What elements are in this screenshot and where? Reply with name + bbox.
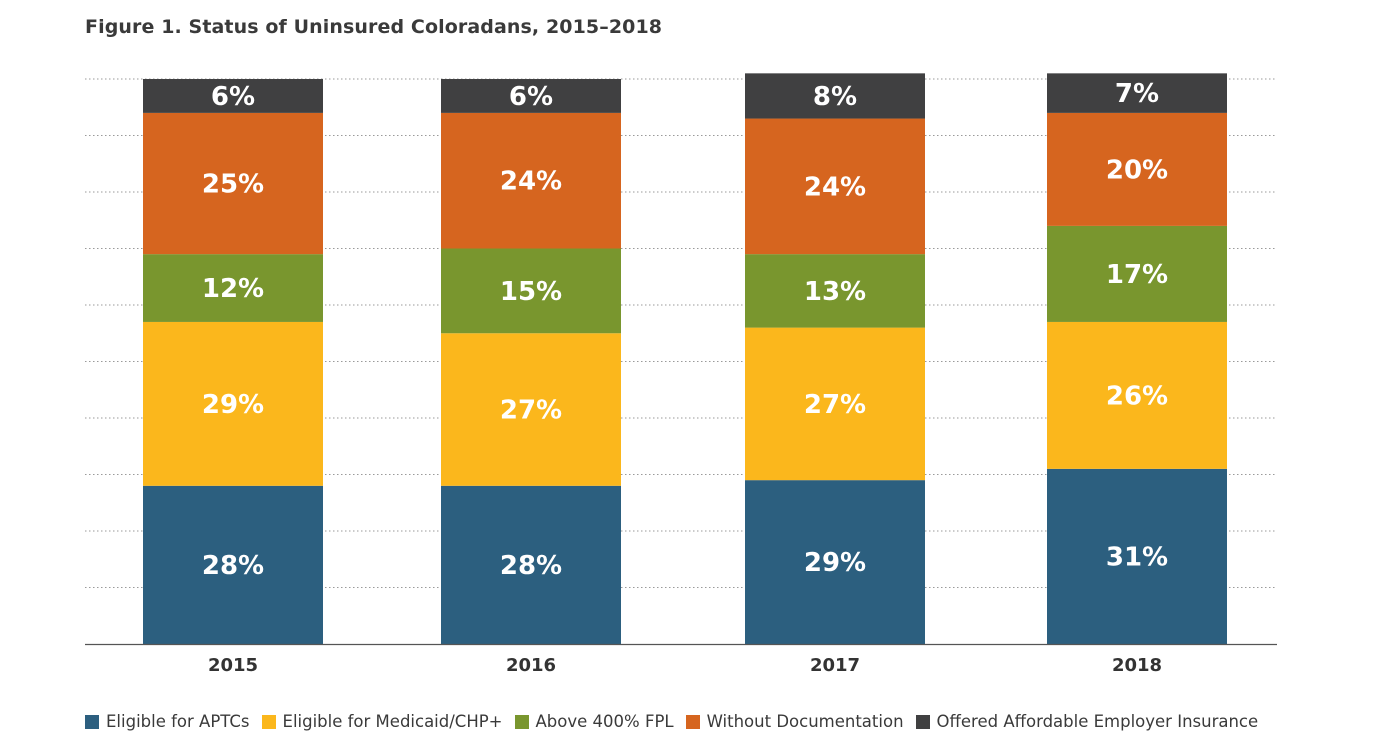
data-label: 29% bbox=[804, 548, 866, 578]
legend-item: Eligible for APTCs bbox=[85, 712, 250, 731]
bar-segment bbox=[745, 254, 925, 328]
legend-item: Above 400% FPL bbox=[514, 712, 674, 731]
data-label: 26% bbox=[1106, 381, 1168, 411]
data-label: 17% bbox=[1106, 260, 1168, 290]
bar-group-2015: 28% 29% 12% 25% 6% bbox=[143, 79, 323, 644]
data-label: 13% bbox=[804, 277, 866, 307]
data-label: 6% bbox=[211, 82, 255, 112]
data-label: 15% bbox=[500, 277, 562, 307]
bar-segment bbox=[1047, 73, 1227, 113]
bar-segment bbox=[745, 73, 925, 119]
stacked-bar-chart: 28%29%12%25%6%201528%27%15%24%6%201629%2… bbox=[85, 73, 1277, 676]
legend-label: Without Documentation bbox=[706, 712, 904, 731]
legend-label: Eligible for APTCs bbox=[106, 712, 250, 731]
bar-segment bbox=[143, 321, 323, 486]
data-label: 25% bbox=[202, 170, 264, 200]
data-label: 24% bbox=[804, 172, 866, 202]
legend-item: Without Documentation bbox=[685, 712, 904, 731]
chart-legend: Eligible for APTCs Eligible for Medicaid/… bbox=[85, 712, 1258, 731]
bar-group-2017: 29% 27% 13% 24% 8% bbox=[745, 73, 925, 644]
x-tick-label: 2016 bbox=[506, 655, 556, 676]
x-tick-label: 2015 bbox=[208, 655, 258, 676]
data-label: 7% bbox=[1115, 79, 1159, 109]
bar-segment bbox=[441, 333, 621, 486]
data-label: 24% bbox=[500, 167, 562, 197]
legend-swatch bbox=[85, 714, 99, 729]
data-label: 6% bbox=[509, 82, 553, 112]
bar-segment bbox=[143, 112, 323, 255]
bar-segment bbox=[441, 112, 621, 249]
bar-segment bbox=[441, 79, 621, 113]
bar-segment bbox=[745, 327, 925, 481]
data-label: 28% bbox=[202, 551, 264, 581]
legend-swatch bbox=[514, 714, 529, 729]
legend-label: Above 400% FPL bbox=[535, 712, 674, 731]
legend-swatch bbox=[685, 714, 700, 729]
bar-segment bbox=[1047, 225, 1227, 322]
bar-segment bbox=[143, 485, 323, 644]
legend-label: Eligible for Medicaid/CHP+ bbox=[282, 712, 503, 731]
legend-swatch bbox=[915, 714, 930, 729]
data-label: 12% bbox=[202, 274, 264, 304]
x-tick-label: 2017 bbox=[810, 655, 860, 676]
data-label: 8% bbox=[813, 82, 857, 112]
bar-segment bbox=[1047, 321, 1227, 469]
x-tick-label: 2018 bbox=[1112, 655, 1162, 676]
data-label: 27% bbox=[500, 396, 562, 426]
bar-segment bbox=[1047, 468, 1227, 644]
data-label: 29% bbox=[202, 390, 264, 420]
bar-segment bbox=[441, 485, 621, 644]
legend-item: Offered Affordable Employer Insurance bbox=[915, 712, 1259, 731]
data-label: 20% bbox=[1106, 155, 1168, 185]
bar-segment bbox=[143, 254, 323, 322]
bar-segment bbox=[441, 248, 621, 334]
data-label: 27% bbox=[804, 390, 866, 420]
legend-item: Eligible for Medicaid/CHP+ bbox=[261, 712, 503, 731]
bar-segment bbox=[143, 79, 323, 113]
bar-segment bbox=[1047, 112, 1227, 226]
chart-title: Figure 1. Status of Uninsured Coloradans… bbox=[85, 16, 663, 38]
bar-group-2018: 31% 26% 17% 20% 7% bbox=[1047, 73, 1227, 644]
legend-label: Offered Affordable Employer Insurance bbox=[936, 712, 1259, 731]
bar-group-2016: 28% 27% 15% 24% 6% bbox=[441, 79, 621, 644]
legend-swatch bbox=[261, 714, 276, 729]
data-label: 28% bbox=[500, 551, 562, 581]
bar-segment bbox=[745, 480, 925, 644]
bar-segment bbox=[745, 118, 925, 255]
data-label: 31% bbox=[1106, 542, 1168, 572]
